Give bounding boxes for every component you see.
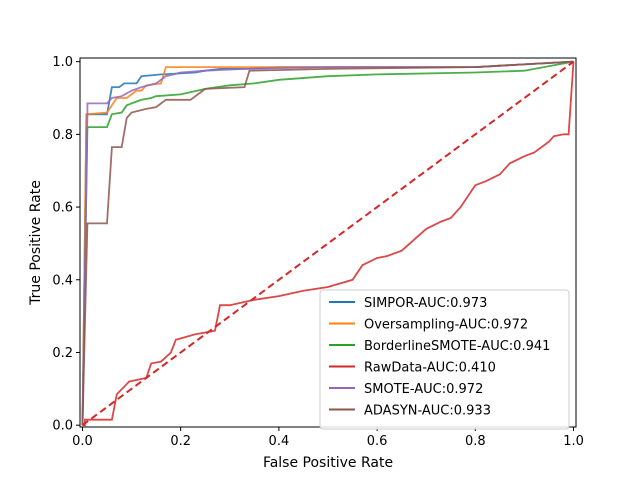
x-axis-label: False Positive Rate [263,455,393,471]
x-tick-label: 0.8 [465,434,486,449]
x-tick-label: 0.0 [72,434,93,449]
reference-diagonal-line [81,60,575,426]
legend-label-1: Oversampling-AUC:0.972 [364,318,528,333]
x-tick-label: 0.4 [269,434,290,449]
series-lines [81,60,575,427]
x-tick-label: 0.6 [367,434,388,449]
legend-label-0: SIMPOR-AUC:0.973 [364,296,487,311]
y-tick-label: 1.0 [52,55,73,70]
series-line-2 [81,60,574,426]
series-line-3 [82,61,575,427]
x-tick-label: 0.2 [170,434,191,449]
y-tick-label: 0.8 [52,128,73,143]
legend-label-4: SMOTE-AUC:0.972 [364,382,483,397]
y-axis-ticks: 0.0 0.2 0.4 0.6 0.8 1.0 [52,55,80,434]
legend-box [319,289,570,430]
y-tick-label: 0.0 [52,419,73,434]
legend-label-2: BorderlineSMOTE-AUC:0.941 [364,339,550,354]
y-tick-label: 0.6 [52,201,73,216]
series-line-4 [81,60,574,426]
reference-line-group [81,60,575,426]
series-line-5 [81,60,574,426]
y-tick-label: 0.2 [52,346,73,361]
x-tick-label: 1.0 [563,434,584,449]
legend-label-5: ADASYN-AUC:0.933 [364,404,491,419]
x-axis-ticks: 0.0 0.2 0.4 0.6 0.8 1.0 [72,427,584,449]
legend: SIMPOR-AUC:0.973 Oversampling-AUC:0.972 Bo… [319,289,570,430]
y-tick-label: 0.4 [52,273,73,288]
y-axis-label: True Positive Rate [28,180,44,306]
legend-label-3: RawData-AUC:0.410 [364,361,496,376]
